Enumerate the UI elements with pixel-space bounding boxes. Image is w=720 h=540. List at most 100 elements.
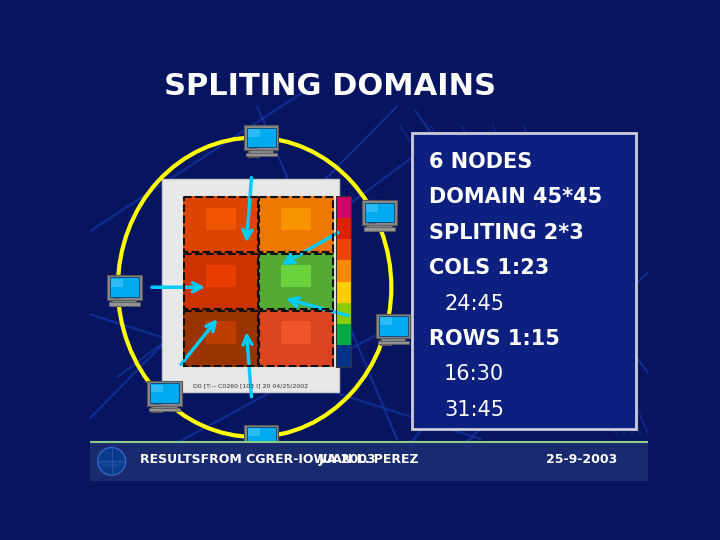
Bar xyxy=(247,128,276,147)
Bar xyxy=(382,339,405,341)
Bar xyxy=(244,424,279,449)
Bar xyxy=(244,125,279,150)
Bar xyxy=(150,383,179,403)
Bar xyxy=(249,439,257,441)
Bar xyxy=(151,384,163,393)
Bar xyxy=(153,383,161,385)
Bar xyxy=(249,449,273,452)
Bar xyxy=(249,430,257,431)
Bar xyxy=(368,202,376,204)
Bar xyxy=(282,208,311,231)
Bar xyxy=(249,435,257,437)
Bar xyxy=(112,281,120,283)
Text: 31:45: 31:45 xyxy=(444,400,504,420)
Bar xyxy=(336,324,351,345)
Bar xyxy=(249,150,273,153)
Bar xyxy=(149,408,180,411)
Bar xyxy=(248,428,260,436)
Bar xyxy=(248,129,260,137)
Bar xyxy=(112,300,137,302)
Bar xyxy=(382,320,390,322)
Bar xyxy=(249,136,257,137)
Text: RESULTSFROM CGRER-IOWA 2003: RESULTSFROM CGRER-IOWA 2003 xyxy=(140,453,376,467)
Bar xyxy=(249,443,257,444)
Bar xyxy=(249,447,257,448)
Text: 25-9-2003: 25-9-2003 xyxy=(546,453,617,467)
Bar xyxy=(259,197,333,252)
Bar xyxy=(162,179,339,392)
Bar xyxy=(112,285,120,287)
Bar xyxy=(382,336,390,338)
Bar xyxy=(382,316,390,318)
Bar xyxy=(336,197,351,218)
Bar xyxy=(112,280,120,282)
Bar xyxy=(336,218,351,239)
Bar xyxy=(379,316,408,336)
Bar xyxy=(206,265,236,287)
Bar xyxy=(249,128,257,130)
Bar xyxy=(259,254,333,309)
Bar xyxy=(249,139,257,141)
Bar xyxy=(184,197,258,252)
Bar xyxy=(112,293,120,295)
Bar xyxy=(366,200,377,231)
Bar xyxy=(183,310,258,367)
Bar xyxy=(382,332,390,334)
Bar xyxy=(249,144,257,145)
Bar xyxy=(151,381,162,412)
Bar xyxy=(112,279,123,287)
Bar xyxy=(249,132,257,133)
Bar xyxy=(112,297,120,299)
Bar xyxy=(184,310,258,366)
Bar xyxy=(249,147,257,149)
Bar xyxy=(368,222,376,224)
Bar xyxy=(112,275,122,306)
Bar xyxy=(282,321,311,344)
Bar xyxy=(153,406,176,408)
Bar xyxy=(362,200,397,225)
Bar xyxy=(183,253,258,310)
Bar xyxy=(248,125,258,157)
Circle shape xyxy=(98,448,126,475)
Bar xyxy=(153,395,161,397)
Bar xyxy=(380,314,391,345)
Text: COLS 1:23: COLS 1:23 xyxy=(428,258,549,278)
Bar xyxy=(336,281,351,303)
Bar xyxy=(258,310,334,367)
Bar xyxy=(365,202,394,222)
Text: 24:45: 24:45 xyxy=(444,294,504,314)
Bar xyxy=(364,227,395,231)
Bar xyxy=(378,341,409,345)
Bar xyxy=(336,197,351,367)
Text: 6 NODES: 6 NODES xyxy=(428,152,532,172)
Text: SPLITING 2*3: SPLITING 2*3 xyxy=(428,222,583,242)
Text: DOMAIN 45*45: DOMAIN 45*45 xyxy=(428,187,602,207)
Bar xyxy=(412,132,636,429)
Bar xyxy=(249,130,257,132)
Bar xyxy=(336,345,351,367)
Bar xyxy=(258,253,334,310)
Bar xyxy=(112,289,120,291)
Bar xyxy=(368,214,376,216)
Bar xyxy=(184,254,258,309)
Bar xyxy=(153,386,161,388)
Bar xyxy=(248,424,258,456)
Bar xyxy=(368,218,376,220)
Bar xyxy=(153,391,161,393)
Bar xyxy=(153,399,161,401)
Bar xyxy=(382,324,390,326)
Bar xyxy=(368,206,376,208)
Bar xyxy=(112,278,120,279)
Text: ROWS 1:15: ROWS 1:15 xyxy=(428,329,559,349)
Bar xyxy=(206,208,236,231)
Bar xyxy=(110,278,139,297)
Text: JUAN L. PEREZ: JUAN L. PEREZ xyxy=(319,453,419,467)
Bar xyxy=(90,442,648,481)
Bar xyxy=(282,265,311,287)
Bar xyxy=(259,310,333,366)
Text: SPLITING DOMAINS: SPLITING DOMAINS xyxy=(164,72,496,101)
Bar xyxy=(247,427,276,447)
Bar xyxy=(249,427,257,429)
Bar xyxy=(368,205,376,207)
Bar xyxy=(107,275,142,300)
